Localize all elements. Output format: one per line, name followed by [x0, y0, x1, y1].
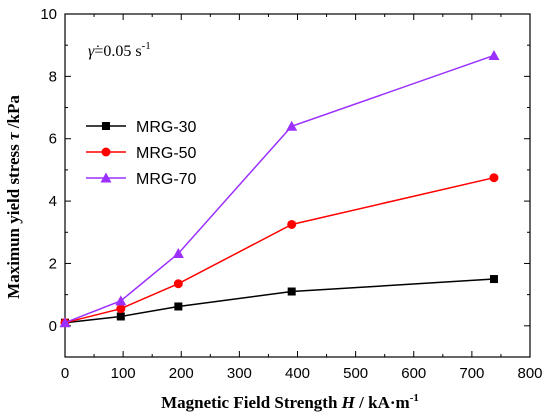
legend-label-mrg-50: MRG-50: [136, 145, 197, 162]
data-point-mrg-70: [488, 49, 500, 60]
x-axis-title-unit: / kA·m: [355, 393, 410, 412]
data-point-mrg-50: [116, 304, 126, 314]
data-point-mrg-30: [489, 275, 498, 284]
data-point-mrg-30: [174, 302, 183, 311]
y-tick-label: 10: [40, 6, 57, 23]
legend-item-mrg-30: MRG-30: [86, 119, 197, 136]
y-axis-title-symbol: τ: [4, 132, 23, 140]
data-point-mrg-50: [287, 219, 297, 229]
x-tick-label: 0: [61, 365, 69, 382]
y-tick-label: 8: [49, 68, 57, 85]
legend-marker-mrg-70: [100, 172, 112, 183]
x-tick-label: 600: [401, 365, 426, 382]
data-point-mrg-30: [116, 312, 125, 321]
rate-text: =0.05 s: [94, 43, 141, 60]
x-tick-label: 300: [227, 365, 252, 382]
x-tick-label: 100: [111, 365, 136, 382]
y-tick-label: 4: [49, 193, 57, 210]
data-point-mrg-50: [173, 279, 183, 289]
y-tick-label: 0: [49, 318, 57, 335]
y-tick-label: 6: [49, 131, 57, 148]
legend-label-mrg-30: MRG-30: [136, 119, 197, 136]
series-line-mrg-50: [64, 176, 495, 324]
x-tick-label: 800: [517, 365, 542, 382]
y-tick-label: 2: [49, 255, 57, 272]
x-tick-label: 400: [285, 365, 310, 382]
rate-symbol: γ̇: [88, 43, 99, 60]
series-mrg-30: [61, 275, 498, 327]
x-axis-title: Magnetic Field Strength H / kA·m-1: [161, 392, 419, 412]
series-mrg-50: [60, 173, 499, 328]
x-tick-label: 700: [459, 365, 484, 382]
series-mrg-70: [59, 49, 500, 328]
legend-label-mrg-70: MRG-70: [136, 171, 197, 188]
axis-ticks: 0 100 200 300 400 500 600 700 800 0 2 4 6 8 10: [40, 6, 542, 382]
rate-sup: -1: [142, 40, 151, 52]
x-tick-label: 200: [169, 365, 194, 382]
y-axis-title-unit: /kPa: [4, 95, 23, 133]
data-point-mrg-70: [286, 120, 298, 131]
x-axis-title-text: Magnetic Field Strength: [161, 393, 342, 412]
legend-marker-mrg-30: [102, 122, 110, 130]
y-axis-title-text: Maximun yield stress: [4, 140, 23, 299]
legend: MRG-30 MRG-50 MRG-70: [86, 119, 197, 188]
y-axis-title: Maximun yield stress τ /kPa: [4, 95, 23, 299]
legend-marker-mrg-50: [101, 147, 111, 157]
rate-annotation: γ̇=0.05 s-1: [88, 40, 151, 60]
data-point-mrg-70: [172, 247, 184, 258]
x-tick-label: 500: [343, 365, 368, 382]
legend-item-mrg-70: MRG-70: [86, 171, 197, 188]
data-point-mrg-30: [287, 287, 296, 296]
data-point-mrg-50: [489, 173, 499, 183]
data-point-mrg-70: [59, 317, 71, 328]
series-layer: [59, 49, 500, 328]
x-axis-title-sup: -1: [410, 392, 419, 404]
legend-item-mrg-50: MRG-50: [86, 145, 197, 162]
x-axis-title-symbol: H: [341, 393, 356, 412]
data-point-mrg-70: [115, 295, 127, 306]
series-line-mrg-30: [64, 278, 495, 324]
